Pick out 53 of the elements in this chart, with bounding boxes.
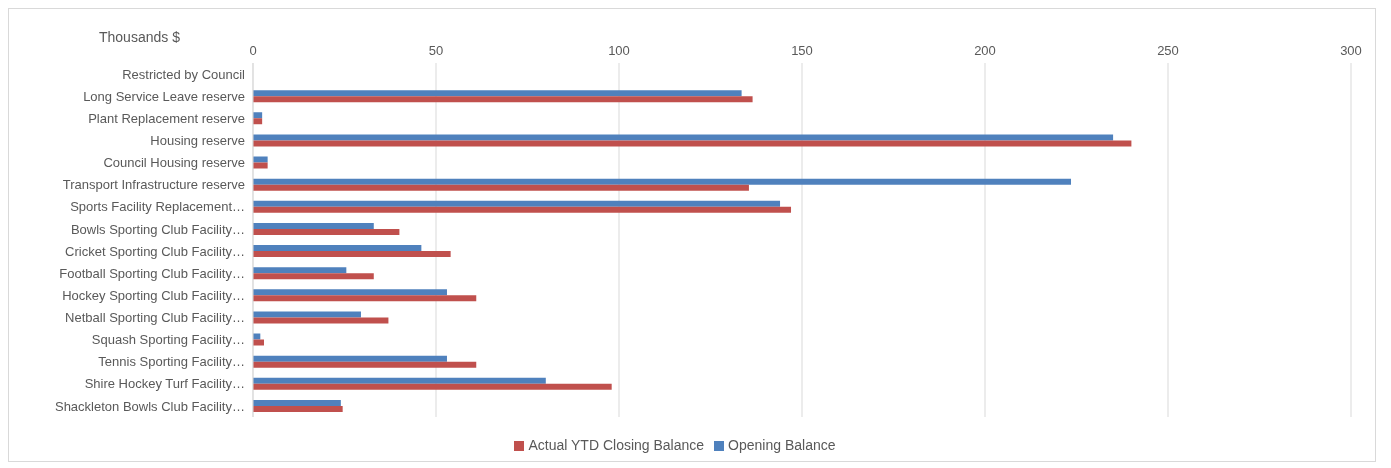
x-tick-label: 200 — [974, 43, 996, 58]
y-tick-label: Bowls Sporting Club Facility… — [70, 221, 245, 237]
y-tick-label: Transport Infrastructure reserve — [62, 177, 245, 193]
bar — [253, 399, 341, 406]
y-tick-label: Housing reserve — [150, 133, 245, 149]
bar — [253, 245, 422, 251]
x-tick-label: 50 — [428, 43, 444, 58]
y-tick-label: Plant Replacement reserve — [88, 110, 245, 126]
y-tick-label: Hockey Sporting Club Facility… — [62, 287, 245, 303]
bar — [253, 377, 546, 384]
y-tick-label: Council Housing reserve — [103, 155, 245, 171]
bar — [253, 156, 268, 163]
bar — [253, 184, 749, 191]
bar — [253, 222, 374, 229]
bar — [253, 355, 447, 362]
bar — [253, 200, 781, 207]
bar — [253, 206, 792, 213]
bar — [253, 317, 389, 324]
legend-label: Actual YTD Closing Balance — [528, 437, 705, 453]
y-tick-label: Long Service Leave reserve — [83, 88, 245, 104]
legend-label: Opening Balance — [728, 437, 836, 453]
bar — [253, 273, 374, 280]
y-tick-label: Football Sporting Club Facility… — [59, 265, 245, 281]
bar — [253, 311, 361, 318]
x-tick-label: 300 — [1340, 43, 1362, 58]
x-axis-title: Thousands $ — [99, 29, 180, 45]
bar — [253, 339, 264, 346]
bar — [253, 267, 347, 274]
bar — [253, 140, 1132, 147]
y-tick-label: Sports Facility Replacement… — [70, 199, 245, 215]
y-tick-label: Cricket Sporting Club Facility… — [65, 243, 245, 259]
bar — [253, 228, 400, 235]
bar — [253, 90, 742, 97]
y-tick-label: Tennis Sporting Facility… — [98, 354, 245, 370]
y-tick-label: Shire Hockey Turf Facility… — [84, 376, 245, 392]
bar — [253, 162, 268, 169]
y-tick-label: Shackleton Bowls Club Facility… — [54, 398, 245, 414]
bar — [253, 383, 612, 390]
bar — [253, 295, 477, 302]
bar — [253, 96, 753, 103]
bar — [253, 178, 1072, 185]
x-tick-label: 250 — [1157, 43, 1179, 58]
bar — [253, 405, 343, 412]
y-tick-label: Netball Sporting Club Facility… — [65, 310, 245, 326]
bar — [253, 251, 451, 257]
bar — [253, 361, 477, 368]
x-tick-label: 150 — [791, 43, 813, 58]
x-tick-label: 0 — [249, 43, 257, 58]
x-tick-label: 100 — [608, 43, 630, 58]
y-tick-label: Restricted by Council — [122, 66, 246, 82]
bar — [253, 289, 447, 296]
bar — [253, 134, 1114, 141]
y-tick-label: Squash Sporting Facility… — [91, 332, 245, 348]
